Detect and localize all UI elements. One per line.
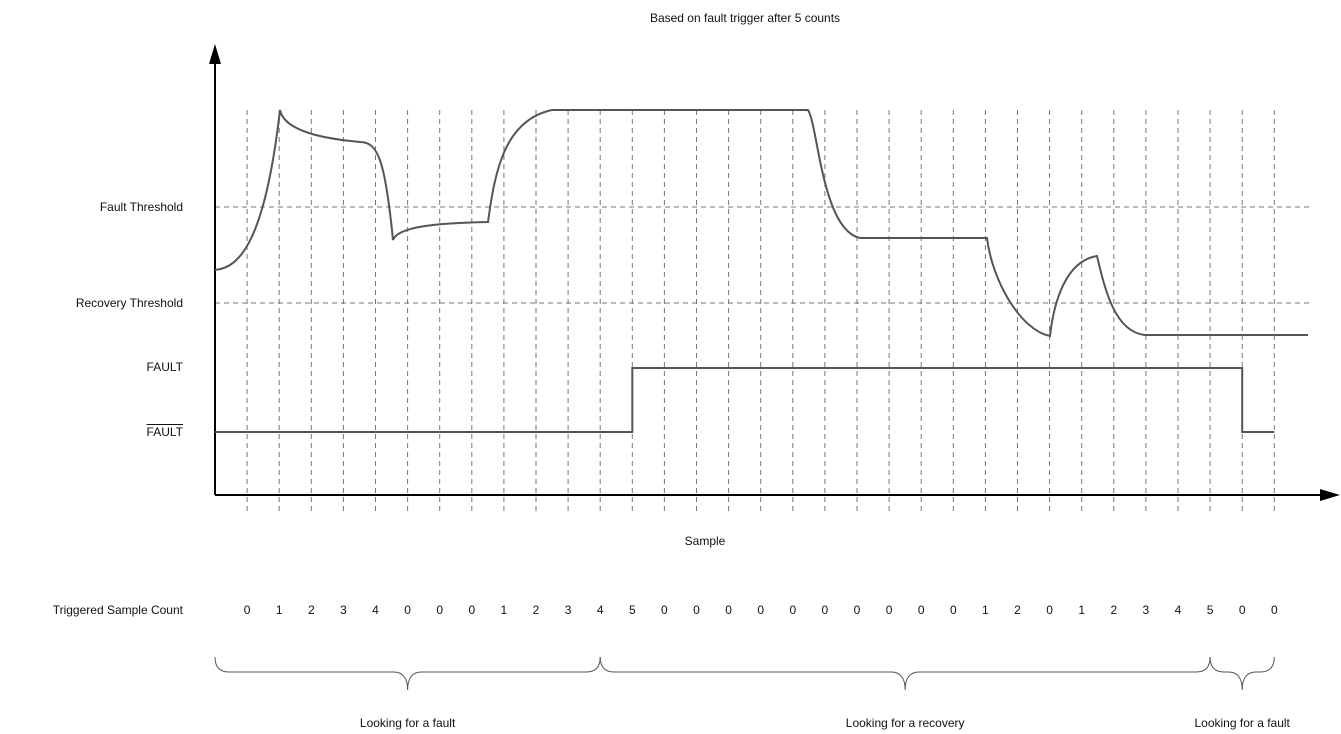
sample-count-value: 1 xyxy=(982,603,989,617)
x-axis-arrow-icon xyxy=(1320,489,1340,501)
phase-label: Looking for a recovery xyxy=(845,716,965,730)
phase-brace xyxy=(214,656,601,691)
sample-count-value: 2 xyxy=(532,603,540,617)
sample-count-value: 0 xyxy=(468,603,476,617)
sample-count-value: 5 xyxy=(1206,603,1214,617)
sample-count-value: 2 xyxy=(1014,603,1021,617)
phase-label: Looking for a fault xyxy=(1194,716,1290,730)
sample-count-value: 4 xyxy=(1174,603,1182,617)
sample-count-value: 0 xyxy=(1238,603,1246,617)
sample-count-value: 1 xyxy=(500,603,508,617)
recovery-threshold-label: Recovery Threshold xyxy=(75,296,183,310)
sample-count-value: 1 xyxy=(275,603,283,617)
fault-state-label: FAULT xyxy=(146,360,183,374)
diagram-title: Based on fault trigger after 5 counts xyxy=(649,11,841,25)
phase-label: Looking for a fault xyxy=(359,716,456,730)
sample-count-value: 0 xyxy=(1270,603,1278,617)
y-axis-arrow-icon xyxy=(209,44,221,64)
sample-count-value: 0 xyxy=(789,603,797,617)
sample-count-value: 3 xyxy=(564,603,572,617)
sample-count-value: 0 xyxy=(725,603,732,617)
x-axis-label: Sample xyxy=(684,534,726,548)
fault-bar-state-label: FAULT xyxy=(146,425,183,439)
sample-count-value: 0 xyxy=(917,603,925,617)
sample-count-value: 3 xyxy=(1142,603,1150,617)
fault-threshold-label: Fault Threshold xyxy=(99,200,183,214)
count-row-label: Triggered Sample Count xyxy=(52,603,183,617)
sample-count-value: 0 xyxy=(949,603,957,617)
sample-count-value: 0 xyxy=(243,603,251,617)
fault-digital-signal xyxy=(215,367,1275,433)
sample-count-value: 0 xyxy=(693,603,700,617)
sample-count-value: 0 xyxy=(661,603,668,617)
sample-count-value: 1 xyxy=(1078,603,1086,617)
sample-count-value: 2 xyxy=(307,603,315,617)
analog-signal-trace xyxy=(214,109,1308,338)
sample-count-value: 4 xyxy=(372,603,379,617)
sample-count-value: 0 xyxy=(1046,603,1053,617)
sample-count-value: 0 xyxy=(853,603,861,617)
sample-count-value: 4 xyxy=(596,603,604,617)
sample-count-value: 0 xyxy=(757,603,765,617)
phase-brace xyxy=(599,656,1211,691)
sample-count-value: 0 xyxy=(821,603,829,617)
sample-count-value: 5 xyxy=(628,603,636,617)
sample-count-value: 0 xyxy=(885,603,893,617)
sample-count-value: 2 xyxy=(1110,603,1118,617)
sample-count-value: 0 xyxy=(436,603,444,617)
sample-count-value: 0 xyxy=(404,603,411,617)
phase-brace xyxy=(1209,656,1275,691)
sample-count-value: 3 xyxy=(340,603,347,617)
